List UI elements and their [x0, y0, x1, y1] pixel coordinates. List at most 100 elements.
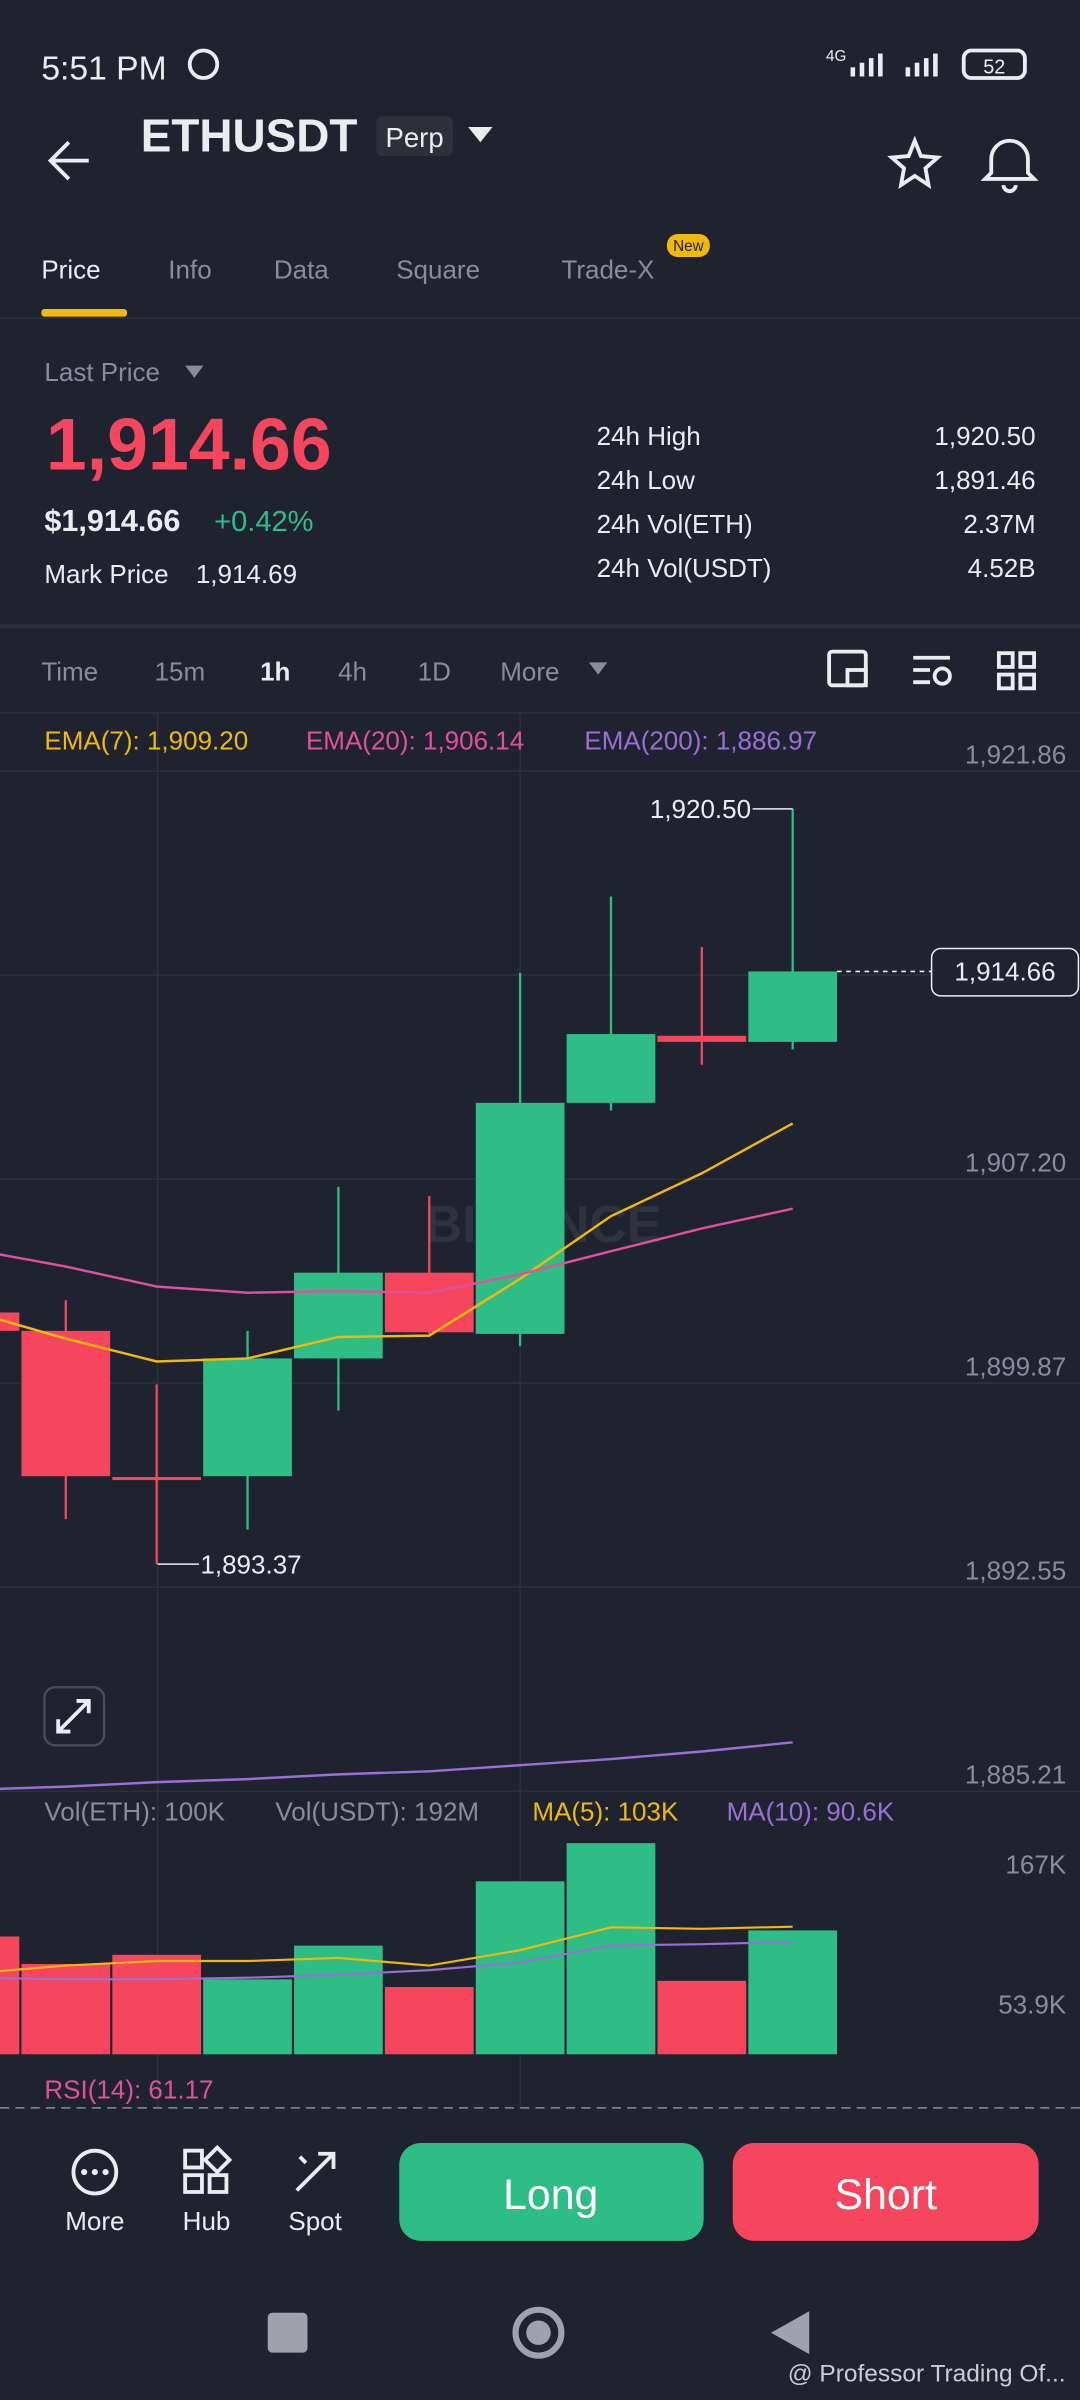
nav-home[interactable]	[512, 2306, 565, 2359]
watermark: @ Professor Trading Of...	[788, 2361, 1066, 2388]
toolbar-icons[interactable]	[827, 649, 1036, 691]
badge	[376, 116, 453, 157]
last-price: 1,914.66	[46, 404, 332, 486]
tab[interactable]: Square	[396, 254, 480, 284]
volume-tick-label: 167K	[1005, 1849, 1066, 1879]
bottom-label: Hub	[183, 2206, 231, 2236]
signal-icon	[850, 53, 938, 77]
interval[interactable]: 1D	[418, 657, 451, 687]
active-tab-indicator	[41, 308, 127, 317]
last-price-tag	[930, 947, 1080, 997]
symbol-dropdown[interactable]	[468, 126, 493, 143]
volume-legend: Vol(ETH): 100K	[44, 1796, 225, 1826]
stat-label: 24h High	[597, 421, 701, 451]
candle-body	[112, 1477, 202, 1481]
ema-line	[0, 1207, 793, 1294]
candle-body	[657, 1035, 747, 1042]
volume-bar	[384, 1987, 474, 2055]
volume-ma-legend: MA(10): 90.6K	[727, 1796, 895, 1826]
candle-body	[566, 1034, 656, 1103]
stat-label: 24h Vol(ETH)	[597, 509, 753, 539]
candle-body	[203, 1358, 292, 1477]
nav-recent[interactable]	[267, 2312, 308, 2353]
alarm-icon	[187, 48, 220, 80]
candle-body	[21, 1330, 111, 1477]
volume-bar	[21, 1963, 111, 2055]
stat-value: 1,891.46	[934, 465, 1035, 495]
y-tick-label: 1,885.21	[965, 1760, 1066, 1790]
symbol[interactable]: ETHUSDT	[141, 109, 358, 161]
high-label: 1,920.50	[650, 794, 751, 824]
last-price-label[interactable]: Last Price	[44, 357, 160, 387]
volume-bar	[657, 1980, 747, 2055]
ema-legend: EMA(7): 1,909.20	[44, 726, 248, 756]
candle-body	[384, 1272, 474, 1333]
interval[interactable]: 15m	[155, 657, 206, 687]
last-price-tag-text: 1,914.66	[954, 957, 1055, 987]
more-caret	[588, 662, 608, 675]
badge-text: Perp	[386, 122, 444, 153]
volume-bar	[566, 1843, 656, 2055]
mark-price: 1,914.69	[196, 559, 297, 589]
volume-bar	[0, 1936, 20, 2055]
interval[interactable]: 1h	[260, 657, 290, 687]
stat-label: 24h Vol(USDT)	[597, 553, 772, 583]
volume-tick-label: 53.9K	[998, 1990, 1067, 2020]
ema-line	[0, 1122, 794, 1363]
interval[interactable]: 4h	[338, 657, 367, 687]
stat-label: 24h Low	[597, 465, 696, 495]
volume-bar	[203, 1979, 292, 2055]
ema-line	[0, 1741, 793, 1791]
interval[interactable]: More	[500, 657, 559, 687]
new-badge-text: New	[673, 238, 705, 255]
tab[interactable]: Trade-X	[561, 254, 654, 284]
bottom-label: More	[65, 2206, 124, 2236]
bottom-icons[interactable]	[71, 2144, 336, 2196]
divider	[0, 624, 1080, 629]
clock: 5:51 PM	[41, 51, 166, 88]
nav-back[interactable]	[770, 2311, 810, 2355]
long-button[interactable]	[399, 2143, 704, 2241]
volume-bar	[112, 1954, 202, 2055]
long-label[interactable]: Long	[503, 2171, 598, 2219]
nav-home-dot	[526, 2320, 551, 2345]
y-tick-label: 1,921.86	[965, 739, 1066, 769]
y-tick-label: 1,899.87	[965, 1352, 1066, 1382]
fullscreen-button[interactable]	[43, 1686, 106, 1747]
volume-bar	[475, 1881, 565, 2055]
short-button[interactable]	[732, 2143, 1039, 2241]
tab[interactable]: Price	[41, 254, 100, 284]
tab[interactable]: Data	[274, 254, 329, 284]
short-label[interactable]: Short	[835, 2171, 937, 2219]
volume-ma-line	[0, 1925, 793, 1973]
favorite-button[interactable]	[887, 135, 943, 190]
candle-body	[475, 1102, 565, 1334]
alert-button[interactable]	[980, 138, 1039, 194]
y-tick-label: 1,892.55	[965, 1555, 1066, 1585]
interval[interactable]: Time	[41, 657, 98, 687]
stat-value: 1,920.50	[934, 421, 1035, 451]
new-badge	[666, 234, 710, 257]
rsi-label: RSI(14): 61.17	[44, 2075, 213, 2105]
ema-legend: EMA(200): 1,886.97	[584, 726, 817, 756]
ema-legend: EMA(20): 1,906.14	[306, 726, 524, 756]
stat-value: 4.52B	[968, 553, 1036, 583]
network: 4G	[826, 48, 846, 65]
battery-level: 52	[983, 56, 1005, 78]
volume-bar	[748, 1930, 838, 2055]
usd-price: $1,914.66	[44, 504, 180, 538]
back-button[interactable]	[47, 140, 89, 181]
volume-bar	[294, 1945, 383, 2055]
fullscreen-icon	[56, 1699, 91, 1734]
caret	[185, 365, 204, 378]
volume-ma-legend: MA(5): 103K	[532, 1796, 679, 1826]
price-change: +0.42%	[214, 506, 313, 538]
low-label: 1,893.37	[200, 1549, 301, 1579]
battery-icon	[961, 48, 1027, 80]
mark-price-label: Mark Price	[44, 559, 168, 589]
tab[interactable]: Info	[168, 254, 211, 284]
volume-ma-line	[0, 1940, 793, 1981]
volume-legend: Vol(USDT): 192M	[275, 1796, 479, 1826]
